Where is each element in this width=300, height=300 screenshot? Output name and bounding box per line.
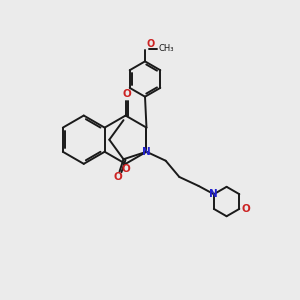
- Text: N: N: [142, 147, 151, 157]
- Text: O: O: [146, 39, 154, 49]
- Text: N: N: [209, 189, 218, 199]
- Text: O: O: [121, 164, 130, 174]
- Text: O: O: [113, 172, 122, 182]
- Text: O: O: [122, 89, 131, 99]
- Text: CH₃: CH₃: [159, 44, 174, 53]
- Text: O: O: [241, 204, 250, 214]
